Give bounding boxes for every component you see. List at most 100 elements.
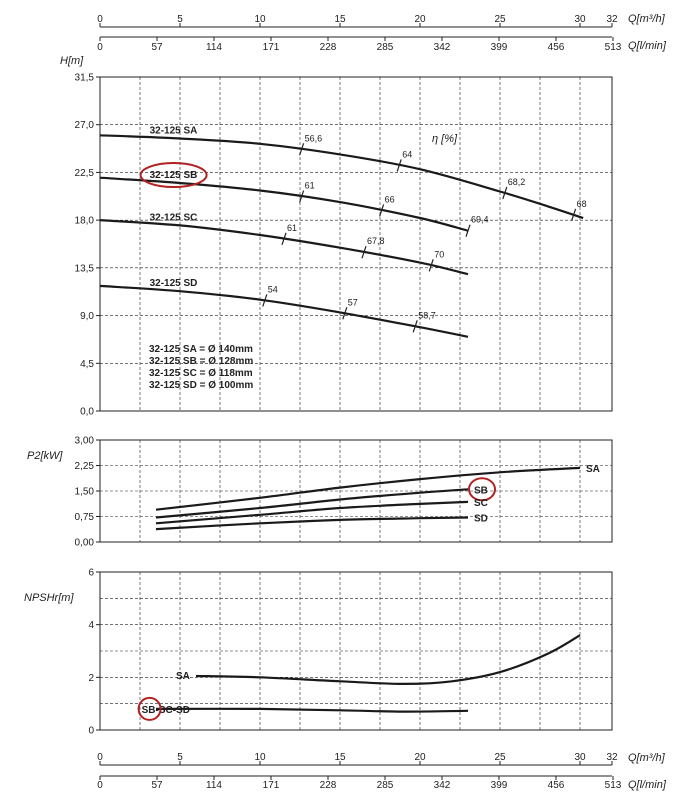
q-tick-label: 15 [334, 752, 346, 763]
q-tick-label: 342 [434, 42, 451, 53]
y-tick-label: 3,00 [75, 436, 95, 447]
efficiency-label: 68 [577, 199, 587, 209]
q-tick-label: 171 [263, 780, 280, 791]
curve-sb [155, 488, 469, 519]
efficiency-tick [571, 208, 577, 222]
y-tick-label: 0,00 [75, 538, 95, 549]
y-tick-label: 4,5 [80, 359, 94, 370]
efficiency-tick [428, 259, 434, 272]
efficiency-tick [412, 320, 418, 333]
q-tick-label: 114 [206, 42, 222, 53]
efficiency-label: 57 [348, 297, 358, 307]
top-qlmin-label: Q[l/min] [628, 40, 667, 52]
y-tick-label: 6 [88, 568, 94, 579]
q-tick-label: 32 [606, 14, 618, 25]
curve-label: SB [474, 485, 488, 496]
q-tick-label: 0 [97, 14, 103, 25]
curve-32-125-sb [99, 176, 469, 232]
q-tick-label: 32 [606, 752, 618, 763]
bottom-qm3h-label: Q[m³/h] [628, 752, 666, 764]
efficiency-tick [299, 190, 305, 203]
efficiency-tick [361, 245, 367, 259]
head-y-label: H[m] [60, 55, 84, 67]
npsh-y-label: NPSHr[m] [24, 592, 74, 604]
efficiency-label: 54 [268, 284, 278, 294]
y-tick-label: 4 [88, 620, 94, 631]
bottom-axes: 0 5 10 15 20 25 30 32 0 57 114 171 228 285 342 399 456 5… [97, 752, 667, 791]
highlight-ring [137, 696, 162, 721]
efficiency-label: η [%] [432, 133, 458, 145]
curve-32-125-sa [99, 134, 584, 220]
curve-label: 32-125 SC [150, 212, 198, 223]
efficiency-label: 64 [402, 149, 412, 159]
npsh-curve-panel: NPSHr[m] 0 2 4 6 SA SB-SC-SD [24, 568, 613, 737]
q-tick-label: 20 [414, 14, 426, 25]
q-tick-label: 228 [320, 780, 337, 791]
q-tick-label: 0 [97, 780, 103, 791]
efficiency-label: 66 [385, 194, 395, 204]
bottom-qlmin-ticks: 0 57 114 171 228 285 342 399 456 513 [97, 776, 622, 791]
y-tick-label: 2,25 [75, 461, 95, 472]
top-axes: 0 5 10 15 20 25 30 32 0 57 114 171 228 285 342 399 456 5… [97, 13, 667, 53]
q-tick-label: 10 [254, 14, 266, 25]
q-tick-label: 57 [151, 42, 163, 53]
q-tick-label: 15 [334, 14, 346, 25]
curve-label: SA [586, 464, 600, 475]
q-tick-label: 25 [494, 14, 506, 25]
curve-sd [155, 516, 469, 531]
q-tick-label: 228 [320, 42, 337, 53]
q-tick-label: 285 [377, 780, 394, 791]
curve-label: SC [474, 498, 488, 509]
q-tick-label: 513 [605, 42, 622, 53]
q-tick-label: 5 [177, 14, 183, 25]
plot-frame [99, 76, 613, 412]
curve-label: 32-125 SD [150, 278, 198, 289]
q-tick-label: 285 [377, 42, 394, 53]
q-tick-label: 114 [206, 780, 222, 791]
y-tick-label: 0,75 [75, 512, 95, 523]
bottom-qm3h-ticks: 0 5 10 15 20 25 30 32 [97, 752, 618, 765]
efficiency-label: 69,4 [471, 215, 489, 225]
efficiency-label: 67,8 [367, 236, 385, 246]
q-tick-label: 0 [97, 42, 103, 53]
top-qlmin-ticks: 0 57 114 171 228 285 342 399 456 513 [97, 37, 622, 53]
y-tick-label: 1,50 [75, 487, 95, 498]
highlight-ring [139, 162, 208, 189]
efficiency-tick [379, 204, 385, 217]
q-tick-label: 342 [434, 780, 451, 791]
efficiency-tick [342, 307, 348, 320]
q-tick-label: 513 [605, 780, 622, 791]
legend-entry: 32-125 SD = Ø 100mm [149, 380, 253, 391]
power-y-label: P2[kW] [27, 450, 63, 462]
y-tick-label: 13,5 [75, 263, 95, 274]
q-tick-label: 456 [548, 780, 565, 791]
q-tick-label: 5 [177, 752, 183, 763]
q-tick-label: 0 [97, 752, 103, 763]
efficiency-tick [262, 294, 268, 307]
bottom-qlmin-label: Q[l/min] [628, 779, 667, 791]
efficiency-label: 61 [305, 181, 315, 191]
curve-32-125-sd [99, 284, 469, 338]
q-tick-label: 171 [263, 42, 280, 53]
efficiency-tick [281, 232, 287, 245]
curve-label: SB-SC-SD [142, 705, 190, 716]
y-tick-label: 0 [88, 726, 94, 737]
efficiency-tick [502, 186, 508, 200]
q-tick-label: 57 [151, 780, 163, 791]
q-tick-label: 399 [491, 42, 508, 53]
efficiency-label: 58,7 [418, 310, 436, 320]
efficiency-tick [396, 159, 402, 172]
highlight-ring [468, 477, 496, 502]
y-tick-label: 0,0 [80, 407, 94, 418]
q-tick-label: 10 [254, 752, 266, 763]
power-curve-panel: P2[kW] 0,00 0,75 1,50 2,25 3,00 SA SB SC SD [27, 436, 613, 549]
q-tick-label: 25 [494, 752, 506, 763]
q-tick-label: 30 [574, 14, 586, 25]
curve-sc [155, 500, 469, 525]
efficiency-tick [299, 143, 305, 156]
curve-label: SD [474, 514, 488, 525]
curve-label: SA [176, 671, 190, 682]
curve-sa [155, 466, 581, 511]
